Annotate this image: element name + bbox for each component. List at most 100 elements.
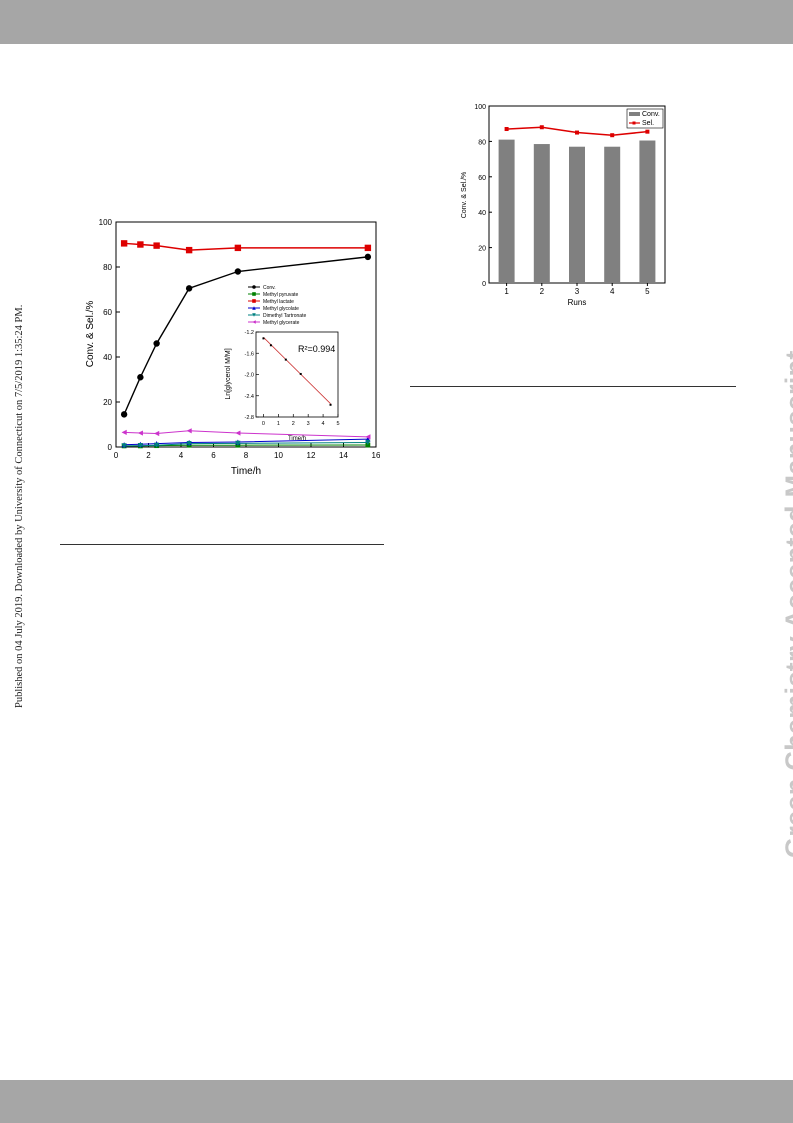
chart2-sel-point [504, 127, 509, 132]
chart1-y-tick-label: 0 [108, 443, 113, 452]
publication-notice: Published on 04 July 2019. Downloaded by… [14, 304, 25, 708]
chart1-point [235, 440, 241, 446]
chart1-point [186, 428, 192, 434]
legend-marker [252, 299, 256, 303]
chart1-series-line-5 [124, 430, 368, 438]
chart1-point [120, 240, 128, 247]
inset-r2-annotation: R²=0.994 [298, 344, 335, 354]
chart1-point [137, 241, 144, 248]
chart1-point [121, 443, 127, 449]
chart1-series-line-2 [124, 242, 368, 251]
inset-fit-line [263, 337, 331, 405]
chart1-point [154, 430, 160, 437]
inset-x-axis-label: Time/h [288, 436, 306, 442]
legend-marker [252, 285, 256, 289]
legend-label: Methyl glycolate [263, 306, 299, 312]
chart2-y-tick-label: 40 [478, 210, 486, 217]
inset-y-tick-label: -2.0 [245, 373, 254, 379]
inset-point [299, 372, 302, 375]
chart1-point [153, 242, 160, 249]
chart1-point [153, 340, 160, 347]
inset-x-tick-label: 5 [336, 421, 339, 427]
chart2-legend-marker-sel [632, 121, 636, 125]
inset-y-tick-label: -2.8 [245, 415, 254, 421]
chart2-sel-point [645, 129, 650, 134]
chart1-x-tick-label: 6 [211, 451, 216, 460]
chart2-sel-point [539, 125, 544, 130]
figure-divider-left [60, 544, 384, 545]
chart1-series-line-4 [124, 442, 368, 447]
chart1-point [234, 268, 242, 275]
chart1-x-tick-label: 2 [146, 451, 151, 460]
chart1-x-tick-label: 16 [372, 451, 380, 460]
chart1-point [154, 442, 160, 448]
inset-point [329, 403, 332, 406]
legend-label: Methyl glycerate [263, 320, 300, 326]
inset-y-tick-label: -1.6 [245, 351, 254, 357]
chart1-point [137, 443, 143, 449]
inset-y-tick-label: -2.4 [245, 394, 254, 400]
legend-label: Dimethyl Tartronate [263, 313, 306, 319]
legend-marker [252, 292, 256, 296]
chart2-x-tick-label: 5 [645, 287, 650, 296]
chart1-x-tick-label: 12 [307, 451, 316, 460]
chart1-point [137, 430, 143, 436]
chart2-bar [533, 144, 550, 283]
chart2-bar [569, 146, 585, 283]
chart1-series-line-3 [124, 438, 368, 446]
inset-point [269, 344, 272, 347]
chart1-y-tick-label: 60 [103, 308, 112, 317]
inset-x-tick-label: 0 [262, 421, 265, 427]
legend-marker [252, 320, 256, 324]
chart2-y-tick-label: 100 [474, 104, 486, 111]
chart2-bar [639, 140, 656, 283]
chart1-point [364, 253, 372, 261]
chart2-bar [604, 146, 621, 283]
inset-plot-frame [255, 331, 339, 418]
chart1-point [234, 244, 242, 252]
chart1-point [137, 374, 144, 381]
bottom-footer-band [0, 1080, 793, 1123]
chart2-x-tick-label: 4 [610, 287, 615, 296]
legend-label: Methyl pyruvate [263, 292, 299, 298]
chart2-x-tick-label: 2 [540, 287, 545, 296]
chart1-x-axis-label: Time/h [231, 466, 261, 477]
chart1-x-tick-label: 10 [274, 451, 283, 460]
chart1-x-tick-label: 8 [244, 451, 249, 460]
legend-label: Methyl lactate [263, 299, 294, 305]
chart2-x-tick-label: 3 [575, 287, 580, 296]
chart2-x-tick-label: 1 [504, 287, 509, 296]
chart1-point [121, 429, 127, 435]
chart1-point [120, 411, 128, 418]
chart2-y-tick-label: 80 [478, 139, 486, 146]
chart1-y-tick-label: 20 [103, 398, 112, 407]
chart1-series-line-0 [123, 256, 368, 415]
inset-y-axis-label: Ln[glycerol M/M] [225, 348, 232, 399]
top-header-band [0, 0, 793, 44]
chart1-y-axis-label: Conv. & Sel./% [85, 301, 96, 368]
chart1-y-tick-label: 100 [99, 218, 113, 227]
inset-x-tick-label: 2 [292, 421, 295, 427]
inset-point [262, 337, 265, 340]
chart1-point [185, 246, 193, 254]
chart1-point [365, 434, 371, 440]
chart2-sel-point [575, 130, 579, 135]
chart2-legend-label-sel: Sel. [642, 120, 654, 127]
legend-marker [252, 313, 256, 317]
chart1-point [365, 439, 371, 446]
inset-x-tick-label: 3 [307, 421, 310, 427]
chart2-y-axis-label: Conv. & Sel./% [461, 172, 468, 219]
legend-label: Conv. [263, 285, 276, 291]
chart1-point [364, 244, 372, 252]
recycling-runs-chart: 0 20 40 60 80 100 1 2 3 4 5 Conv. & Sel./% Runs C… [461, 104, 666, 307]
inset-x-tick-label: 1 [277, 421, 280, 427]
figure-divider-right [410, 386, 736, 387]
manuscript-watermark: Green Chemistry Accepted Manuscript [780, 350, 793, 858]
chart1-point [186, 441, 192, 447]
chart2-legend-swatch-conv [629, 112, 640, 116]
chart1-point [185, 285, 193, 292]
inset-x-tick-label: 4 [322, 421, 325, 427]
chart1-point [235, 430, 241, 436]
chart1-x-tick-label: 0 [114, 451, 119, 460]
chart2-bar [498, 139, 515, 283]
